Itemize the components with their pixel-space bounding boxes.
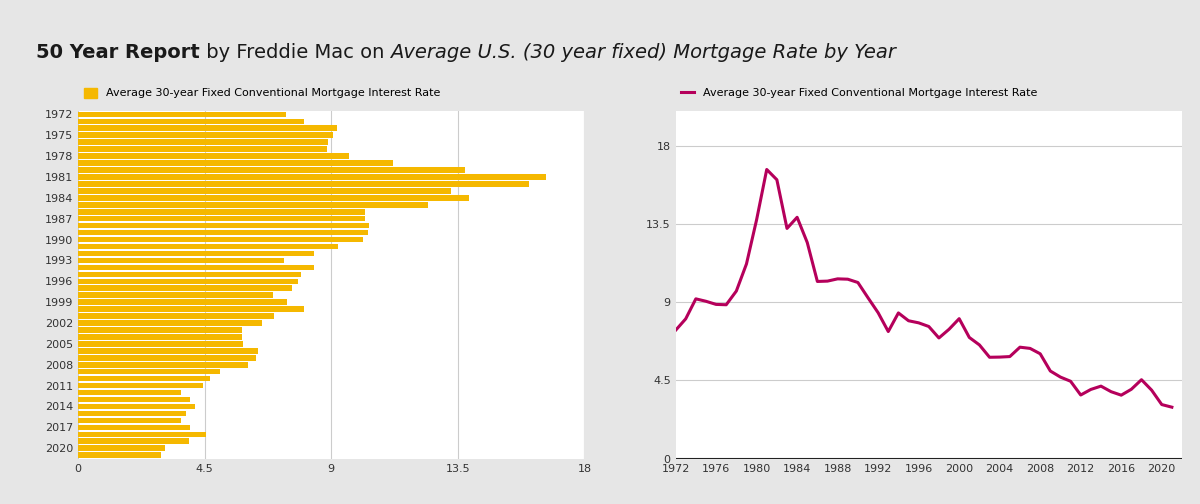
Bar [78, 320, 262, 326]
Bar [78, 453, 161, 458]
Bar [78, 133, 332, 138]
Bar [78, 404, 196, 409]
Text: Average U.S. (30 year fixed) Mortgage Rate by Year: Average U.S. (30 year fixed) Mortgage Ra… [390, 43, 896, 62]
Bar [78, 285, 292, 291]
Bar [78, 146, 326, 152]
Bar [78, 216, 365, 221]
Bar [78, 181, 529, 186]
Text: 50 Year Report: 50 Year Report [36, 43, 199, 62]
Bar [78, 279, 298, 284]
Bar [78, 431, 205, 437]
Bar [78, 153, 349, 159]
Bar [78, 202, 427, 208]
Bar [78, 362, 247, 367]
Bar [78, 230, 368, 235]
Bar [78, 383, 203, 389]
Bar [78, 355, 257, 360]
Legend: Average 30-year Fixed Conventional Mortgage Interest Rate: Average 30-year Fixed Conventional Mortg… [682, 88, 1038, 98]
Bar [78, 446, 166, 451]
Bar [78, 306, 305, 312]
Bar [78, 369, 220, 374]
Bar [78, 223, 368, 228]
Bar [78, 299, 287, 305]
Bar [78, 411, 186, 416]
Bar [78, 424, 191, 430]
Bar [78, 188, 450, 194]
Bar [78, 334, 242, 340]
Bar [78, 250, 314, 256]
Bar [78, 397, 190, 402]
Bar [78, 313, 274, 319]
Text: by Freddie Mac on: by Freddie Mac on [199, 43, 390, 62]
Bar [78, 258, 283, 263]
Bar [78, 272, 301, 277]
Bar [78, 195, 468, 201]
Bar [78, 125, 336, 131]
Bar [78, 140, 328, 145]
Bar [78, 348, 258, 354]
Bar [78, 327, 242, 333]
Bar [78, 167, 464, 173]
Bar [78, 111, 286, 117]
Bar [78, 376, 210, 382]
Bar [78, 418, 181, 423]
Bar [78, 244, 338, 249]
Bar [78, 390, 181, 395]
Bar [78, 118, 305, 124]
Legend: Average 30-year Fixed Conventional Mortgage Interest Rate: Average 30-year Fixed Conventional Mortg… [84, 88, 440, 98]
Bar [78, 265, 313, 270]
Bar [78, 209, 365, 215]
Bar [78, 237, 364, 242]
Bar [78, 341, 244, 347]
Bar [78, 292, 274, 298]
Bar [78, 174, 546, 180]
Bar [78, 160, 394, 166]
Bar [78, 438, 188, 444]
